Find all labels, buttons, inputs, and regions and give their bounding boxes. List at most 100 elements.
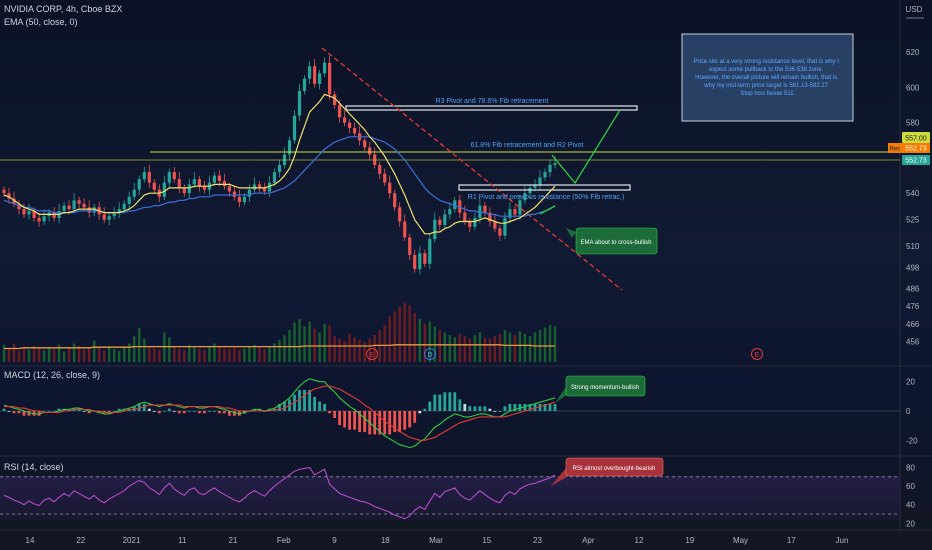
- candle[interactable]: [523, 186, 527, 204]
- candle[interactable]: [142, 166, 146, 183]
- ema-legend[interactable]: EMA (50, close, 0): [4, 17, 78, 27]
- candle[interactable]: [127, 191, 131, 210]
- candle[interactable]: [543, 168, 547, 181]
- candle[interactable]: [353, 122, 357, 137]
- candle[interactable]: [237, 189, 241, 208]
- macd-legend[interactable]: MACD (12, 26, close, 9): [4, 370, 100, 380]
- candle[interactable]: [252, 177, 257, 194]
- candle[interactable]: [107, 212, 111, 225]
- macd-callout[interactable]: Strong momentum-bullish: [555, 375, 646, 403]
- descending-trendline[interactable]: [321, 47, 623, 291]
- candle[interactable]: [177, 172, 181, 194]
- candle[interactable]: [72, 193, 76, 213]
- candle[interactable]: [117, 202, 121, 218]
- ema-cross-callout[interactable]: EMA about to cross-bullish: [566, 227, 658, 255]
- price-tag-rec[interactable]: Rec 552.73: [888, 143, 930, 153]
- candle[interactable]: [232, 186, 236, 201]
- candle[interactable]: [217, 170, 221, 187]
- candle[interactable]: [458, 195, 462, 218]
- rsi-legend[interactable]: RSI (14, close): [4, 462, 64, 472]
- candle[interactable]: [343, 110, 347, 127]
- candle[interactable]: [27, 203, 31, 220]
- candle[interactable]: [102, 207, 106, 224]
- analysis-note-box[interactable]: Price sits at a very strong resistance l…: [681, 33, 854, 122]
- candle[interactable]: [518, 195, 522, 220]
- candle[interactable]: [408, 233, 412, 261]
- candle[interactable]: [297, 83, 302, 121]
- candle[interactable]: [538, 170, 542, 190]
- price-tag-close[interactable]: 552.73: [902, 155, 930, 165]
- candle[interactable]: [383, 168, 387, 187]
- candle[interactable]: [418, 246, 422, 275]
- candle[interactable]: [493, 214, 497, 232]
- candle[interactable]: [468, 217, 472, 232]
- candle[interactable]: [448, 202, 452, 220]
- candle[interactable]: [413, 249, 417, 273]
- candle[interactable]: [282, 147, 287, 169]
- candle[interactable]: [378, 161, 382, 180]
- candle[interactable]: [272, 168, 277, 187]
- candle[interactable]: [7, 187, 11, 204]
- candle[interactable]: [112, 207, 116, 220]
- r1-zone-box[interactable]: [458, 184, 631, 191]
- candle[interactable]: [508, 202, 512, 224]
- candle[interactable]: [187, 179, 191, 199]
- candle[interactable]: [498, 225, 502, 241]
- rsi-axis[interactable]: 80 60 40 20: [906, 464, 915, 529]
- candle[interactable]: [197, 175, 201, 192]
- candle[interactable]: [318, 69, 322, 90]
- candle[interactable]: [483, 202, 487, 217]
- candle[interactable]: [77, 196, 81, 210]
- candle[interactable]: [398, 202, 402, 227]
- candle[interactable]: [137, 175, 141, 195]
- candle[interactable]: [17, 200, 21, 215]
- candle[interactable]: [328, 55, 332, 100]
- price-axis[interactable]: 620 600 580 540 525 510 498 486 476 466 456: [906, 48, 920, 346]
- candles[interactable]: [2, 55, 557, 275]
- candle[interactable]: [548, 159, 552, 178]
- candle[interactable]: [22, 203, 26, 218]
- candle[interactable]: [167, 168, 171, 188]
- candle[interactable]: [388, 175, 392, 199]
- candle[interactable]: [192, 172, 196, 188]
- candle[interactable]: [152, 179, 156, 194]
- candle[interactable]: [428, 233, 432, 270]
- candle[interactable]: [287, 136, 292, 160]
- candle[interactable]: [162, 175, 166, 201]
- candle[interactable]: [292, 110, 297, 144]
- candle[interactable]: [348, 119, 352, 134]
- candle[interactable]: [172, 166, 176, 183]
- candle[interactable]: [323, 57, 327, 77]
- candle[interactable]: [443, 209, 447, 229]
- candle[interactable]: [488, 207, 492, 227]
- candle[interactable]: [503, 212, 507, 240]
- candle[interactable]: [358, 126, 362, 146]
- candle[interactable]: [42, 209, 46, 225]
- candle[interactable]: [453, 196, 457, 213]
- candle[interactable]: [222, 173, 226, 190]
- candle[interactable]: [182, 184, 186, 197]
- candle[interactable]: [302, 75, 307, 95]
- candle[interactable]: [247, 184, 251, 203]
- r3-zone-box[interactable]: [345, 105, 638, 111]
- candle[interactable]: [403, 214, 407, 241]
- candle[interactable]: [373, 147, 377, 169]
- candle[interactable]: [308, 60, 312, 84]
- candle[interactable]: [12, 191, 16, 208]
- projection-path[interactable]: [551, 109, 621, 185]
- candle[interactable]: [368, 142, 372, 160]
- candle[interactable]: [433, 212, 437, 243]
- symbol-legend[interactable]: NVIDIA CORP, 4h, Cboe BZX: [4, 4, 122, 14]
- candle[interactable]: [333, 90, 337, 109]
- candle[interactable]: [147, 165, 151, 188]
- event-markers[interactable]: E D E: [366, 348, 763, 360]
- candle[interactable]: [277, 159, 282, 178]
- time-axis[interactable]: 14 22 2021 11 21 Feb 9 18 Mar 15 23 Apr 12 19 May 17 Jun: [26, 536, 849, 545]
- macd-axis[interactable]: 20 0 -20: [906, 378, 918, 446]
- candle[interactable]: [393, 189, 397, 211]
- candle[interactable]: [202, 180, 206, 194]
- candle[interactable]: [423, 249, 427, 268]
- price-tag-current[interactable]: 557.00: [902, 132, 930, 143]
